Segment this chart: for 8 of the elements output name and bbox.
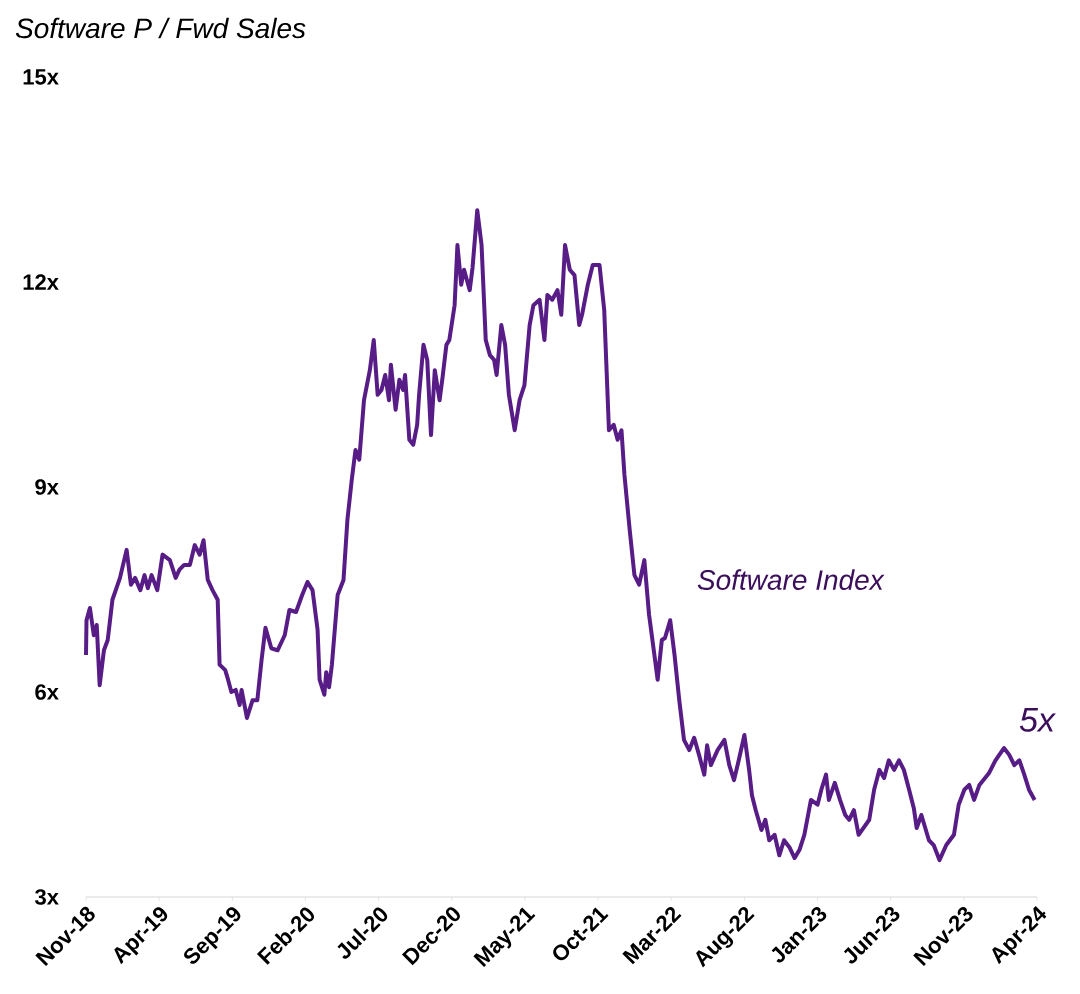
y-tick-label: 3x bbox=[34, 889, 59, 905]
y-tick-label: 15x bbox=[23, 69, 59, 85]
chart-title: Software P / Fwd Sales bbox=[15, 17, 306, 39]
y-tick-label: 6x bbox=[35, 684, 59, 700]
annotation: Software Index bbox=[697, 569, 885, 590]
y-tick-label: 9x bbox=[35, 479, 59, 495]
y-tick-label: 12x bbox=[23, 274, 59, 290]
annotation: 5x bbox=[1019, 707, 1056, 732]
